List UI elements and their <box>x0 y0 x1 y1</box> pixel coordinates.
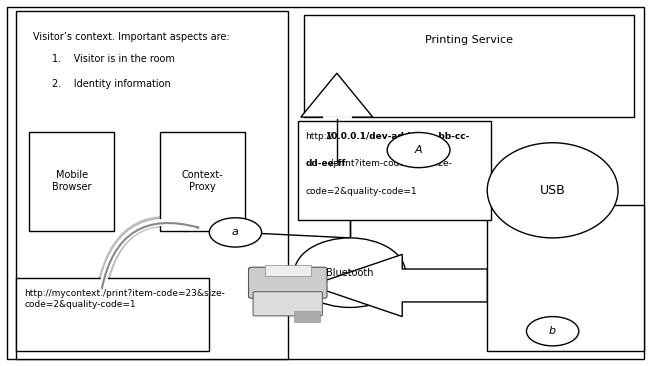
Ellipse shape <box>487 143 618 238</box>
Bar <box>294 311 320 322</box>
FancyArrowPatch shape <box>102 223 198 288</box>
Circle shape <box>209 218 262 247</box>
Text: Context-
Proxy: Context- Proxy <box>182 170 224 192</box>
FancyBboxPatch shape <box>249 267 327 298</box>
Bar <box>16 11 288 359</box>
Text: 10.0.0.1/dev-addr=aa-bb-cc-: 10.0.0.1/dev-addr=aa-bb-cc- <box>325 132 470 141</box>
Bar <box>160 132 245 231</box>
Text: /print?item-code=23&size-: /print?item-code=23&size- <box>330 159 451 168</box>
Text: Visitor’s context. Important aspects are:: Visitor’s context. Important aspects are… <box>33 31 230 42</box>
Text: Mobile
Browser: Mobile Browser <box>52 170 92 192</box>
Text: http://mycontext./print?item-code=23&size-
code=2&quality-code=1: http://mycontext./print?item-code=23&siz… <box>24 289 225 309</box>
Text: Bluetooth: Bluetooth <box>326 268 373 278</box>
Bar <box>487 205 644 351</box>
Text: Printing Service: Printing Service <box>425 35 513 45</box>
Text: A: A <box>415 145 422 155</box>
Text: b: b <box>549 326 556 336</box>
FancyArrowPatch shape <box>102 222 194 288</box>
Text: a: a <box>232 227 239 238</box>
Bar <box>29 132 114 231</box>
Bar <box>16 278 209 351</box>
Text: USB: USB <box>540 184 566 197</box>
Bar <box>298 121 490 220</box>
FancyBboxPatch shape <box>253 292 322 316</box>
Bar <box>265 265 311 276</box>
Ellipse shape <box>294 238 405 307</box>
Bar <box>304 15 634 117</box>
Text: 1.    Visitor is in the room: 1. Visitor is in the room <box>52 53 175 64</box>
Text: dd-ee-ff: dd-ee-ff <box>305 159 346 168</box>
Text: http://: http:// <box>305 132 333 141</box>
Polygon shape <box>311 254 487 317</box>
Polygon shape <box>301 73 373 117</box>
Text: code=2&quality-code=1: code=2&quality-code=1 <box>305 187 417 196</box>
FancyArrowPatch shape <box>102 222 190 288</box>
Text: 2.    Identity information: 2. Identity information <box>52 79 171 89</box>
Circle shape <box>526 317 579 346</box>
Circle shape <box>387 132 450 168</box>
